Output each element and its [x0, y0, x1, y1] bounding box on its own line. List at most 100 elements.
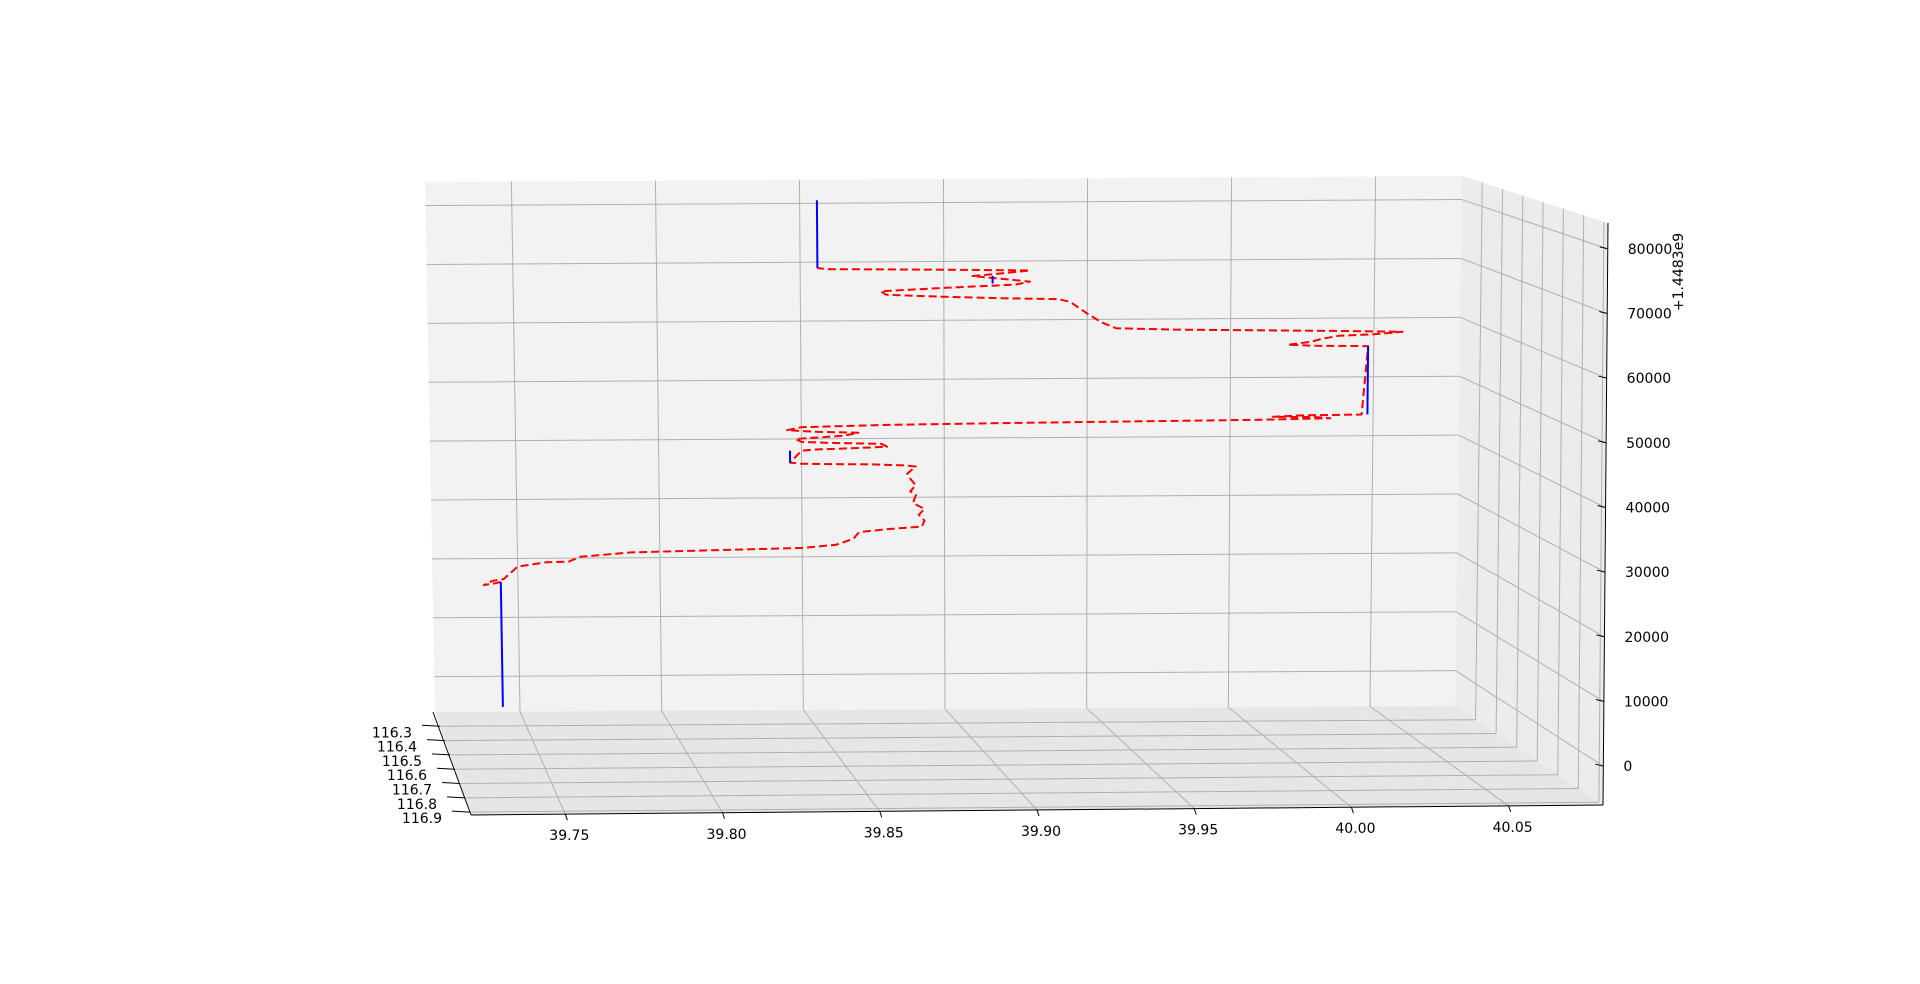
- z-tick-mark: [1599, 311, 1608, 315]
- z-axis-ticks: 0 10000 20000 30000 40000 50000 60000 70000 8000…: [1595, 242, 1672, 775]
- x-tick-label: 39.85: [864, 825, 904, 841]
- y-grid-line-right: [1475, 182, 1483, 720]
- y-tick-label: 116.6: [387, 768, 427, 784]
- z-tick-label: 20000: [1624, 630, 1669, 646]
- z-grid-line-right: [1455, 611, 1605, 702]
- x-tick-mark: [1036, 809, 1040, 817]
- z-tick-mark: [1595, 763, 1604, 767]
- y-tick-mark: [426, 739, 446, 742]
- z-grid-line-back: [430, 493, 1458, 501]
- y-tick-mark: [421, 724, 441, 727]
- z-grid-line-right: [1459, 316, 1607, 379]
- x-grid-line-back: [1369, 176, 1377, 707]
- axes-panes: [425, 176, 1608, 815]
- x-grid-line-back: [1086, 178, 1089, 709]
- trajectory-line: [482, 267, 1404, 587]
- y-grid-line-right: [1557, 208, 1564, 775]
- z-grid-line-right: [1461, 199, 1608, 250]
- x-tick-mark: [1508, 805, 1512, 812]
- y-grid-line-floor: [464, 788, 1579, 799]
- x-grid-line-back: [1227, 177, 1233, 708]
- x-tick-label: 39.95: [1178, 823, 1218, 839]
- x-tick-mark: [1350, 807, 1354, 814]
- series-group: [482, 200, 1404, 707]
- x-tick-mark: [879, 811, 883, 818]
- y-tick-label: 116.8: [397, 797, 437, 813]
- x-tick-mark: [564, 814, 568, 821]
- y-tick-mark: [451, 810, 471, 813]
- y-tick-label: 116.7: [392, 783, 432, 799]
- y-grid-line-floor: [449, 746, 1517, 756]
- y-grid-line-right: [1577, 215, 1585, 789]
- z-tick-label: 10000: [1624, 695, 1669, 711]
- z-tick-mark: [1597, 440, 1607, 444]
- z-tick-label: 0: [1623, 759, 1632, 775]
- y-grid-line-floor: [444, 733, 1497, 742]
- z-tick-mark: [1597, 505, 1606, 509]
- z-grid-line-back: [426, 257, 1461, 265]
- x-tick-label: 39.90: [1021, 824, 1061, 840]
- z-axis-offset-label: +1.4483e9: [1671, 233, 1687, 311]
- z-tick-mark: [1599, 246, 1608, 250]
- y-tick-mark: [446, 796, 466, 799]
- z-grid-line-back: [427, 316, 1461, 324]
- x-grid-line-back: [510, 181, 521, 712]
- z-grid-line-right: [1457, 493, 1606, 573]
- y-tick-label: 116.4: [377, 740, 417, 756]
- z-tick-label: 60000: [1627, 371, 1672, 387]
- z-tick-mark: [1595, 699, 1605, 703]
- y-tick-mark: [441, 782, 461, 785]
- y-grid-line-floor: [469, 801, 1599, 813]
- z-grid-line-right: [1460, 257, 1608, 315]
- z-grid-line-back: [434, 670, 1456, 678]
- y-tick-mark: [431, 753, 451, 756]
- x-axis-ticks: 39.75 39.80 39.85 39.90 39.95 40.00 40.05: [549, 805, 1533, 844]
- z-grid-line-right: [1456, 552, 1605, 638]
- z-grid-line-back: [432, 552, 1458, 560]
- y-grid-line-floor: [459, 774, 1558, 785]
- y-grid-line-right: [1495, 189, 1504, 734]
- z-tick-label: 50000: [1626, 436, 1671, 452]
- z-tick-mark: [1596, 569, 1606, 573]
- y-grid-line-floor: [454, 760, 1538, 770]
- z-grid-line-back: [428, 375, 1460, 383]
- x-tick-label: 39.80: [707, 827, 747, 843]
- y-tick-mark: [436, 767, 456, 770]
- z-tick-mark: [1596, 634, 1605, 638]
- right-pane: [1455, 176, 1608, 805]
- y-tick-label: 116.5: [382, 754, 422, 770]
- x-grid-line-back: [654, 180, 663, 711]
- x-tick-mark: [1193, 808, 1197, 815]
- x-tick-label: 39.75: [549, 828, 589, 844]
- y-grid-line-right: [1598, 221, 1605, 803]
- x-tick-mark: [722, 812, 726, 819]
- y-grid-line-right: [1516, 195, 1524, 748]
- y-tick-label: 116.3: [372, 725, 412, 741]
- z-grid-line-right: [1458, 434, 1606, 508]
- z-tick-label: 80000: [1628, 242, 1673, 258]
- z-grid-line-back: [433, 611, 1457, 619]
- back-pane: [425, 176, 1462, 712]
- y-grid-line-right: [1536, 202, 1544, 762]
- y-tick-label: 116.9: [402, 811, 442, 827]
- floor-pane: [435, 706, 1603, 815]
- z-tick-label: 70000: [1627, 307, 1672, 323]
- z-tick-mark: [1598, 375, 1607, 379]
- z-grid-line-back: [425, 199, 1462, 207]
- grid-lines: [425, 176, 1608, 815]
- x-grid-line-back: [798, 179, 804, 710]
- x-tick-label: 40.00: [1335, 821, 1375, 837]
- z-grid-line-right: [1459, 375, 1607, 444]
- y-grid-line-floor: [439, 719, 1476, 727]
- stay-segment-line: [499, 581, 504, 707]
- z-tick-label: 40000: [1626, 501, 1671, 517]
- x-tick-label: 40.05: [1493, 820, 1533, 836]
- x-grid-line-back: [943, 178, 946, 710]
- z-axis-line: [1602, 222, 1609, 806]
- z-tick-label: 30000: [1625, 565, 1670, 581]
- z-grid-line-back: [429, 434, 1459, 442]
- stay-segment-line: [1366, 346, 1370, 415]
- stay-segment-line: [815, 200, 819, 269]
